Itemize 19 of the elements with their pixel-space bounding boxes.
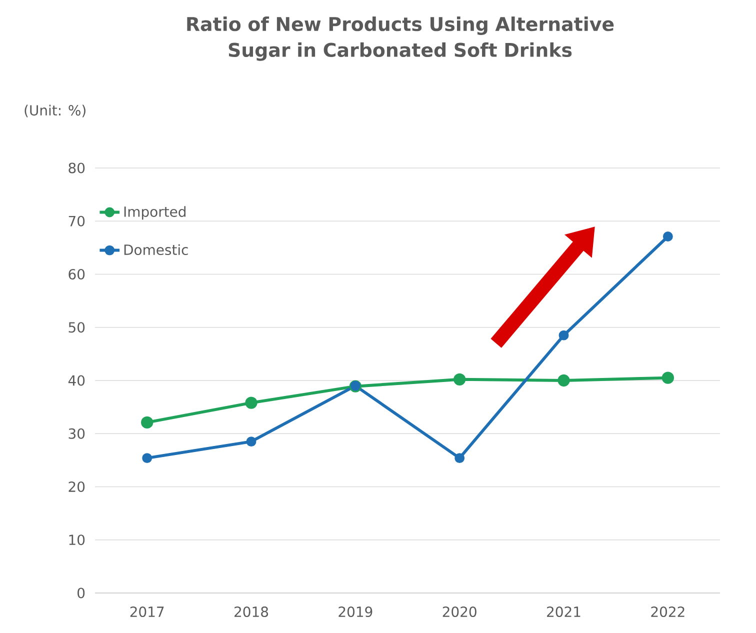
y-tick-label: 20 xyxy=(68,481,85,492)
y-tick-label: 10 xyxy=(69,534,85,546)
x-tick-label: 2017 xyxy=(130,606,164,618)
y-tick-label: 0 xyxy=(78,588,85,598)
x-tick-label: 2022 xyxy=(651,606,684,618)
y-tick-label: 30 xyxy=(68,428,85,439)
x-tick-label: 2019 xyxy=(338,606,372,618)
x-tick-label: 2018 xyxy=(234,606,268,618)
legend-label: Imported xyxy=(124,206,186,220)
y-tick-label: 80 xyxy=(68,162,85,174)
legend-label: Domestic xyxy=(124,244,188,256)
y-tick-label: 50 xyxy=(68,322,85,333)
x-tick-label: 2021 xyxy=(547,606,580,618)
chart-title: Ratio of New Products Using Alternative Sugar in Carbonated Soft Drinks xyxy=(187,16,614,61)
y-axis-title: (Unit: %) xyxy=(24,104,86,118)
y-tick-label: 70 xyxy=(68,216,85,226)
x-tick-label: 2020 xyxy=(442,606,476,618)
y-tick-label: 60 xyxy=(68,268,85,280)
y-tick-label: 40 xyxy=(68,375,85,386)
